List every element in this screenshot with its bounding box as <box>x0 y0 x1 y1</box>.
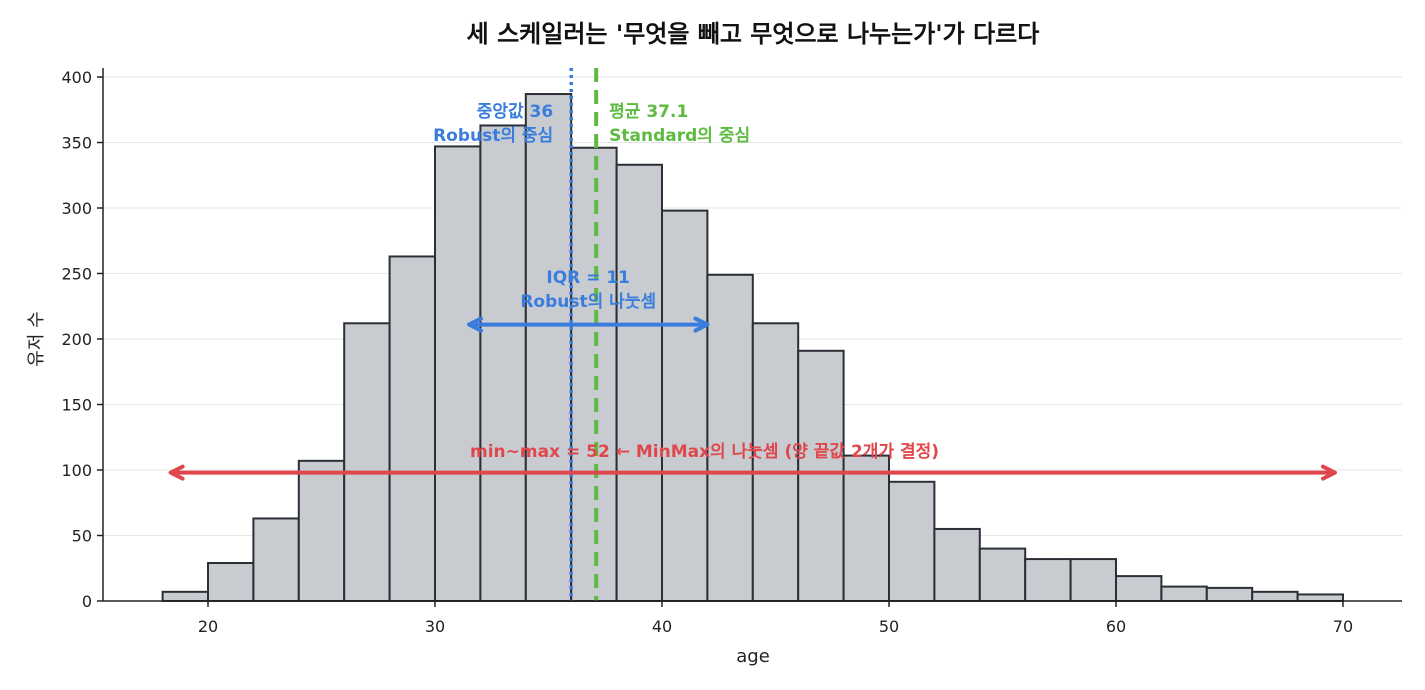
y-tick-label: 350 <box>61 134 92 153</box>
x-tick-label: 50 <box>879 617 899 636</box>
x-tick-label: 40 <box>652 617 672 636</box>
histogram-bar <box>343 322 391 602</box>
histogram-bar <box>207 562 255 603</box>
range-arrow-head-left <box>168 464 185 481</box>
range-arrow-head-right <box>1321 464 1337 481</box>
iqr-arrow-head-right <box>693 316 710 333</box>
histogram-bar <box>524 93 573 602</box>
y-tick-label: 400 <box>61 68 92 87</box>
y-tick-label: 200 <box>61 330 92 349</box>
histogram-bar <box>888 480 936 603</box>
histogram-bar <box>661 209 709 602</box>
histogram-bar <box>1160 585 1208 603</box>
histogram-bar <box>978 547 1027 602</box>
y-axis-label: 유저 수 <box>26 311 47 366</box>
histogram-bar <box>706 273 754 602</box>
histogram-bar <box>1296 593 1344 603</box>
iqr-arrow-head-left <box>467 316 484 333</box>
mean-role-label: Standard의 중심 <box>609 126 750 146</box>
median-value-label: 중앙값 36 <box>477 102 554 122</box>
chart-title: 세 스케일러는 '무엇을 빼고 무엇으로 나누는가'가 다르다 <box>467 20 1040 48</box>
histogram-bar <box>161 590 210 603</box>
histogram-bar <box>933 527 981 603</box>
axes: 0 50 100 150 200 250 300 350 400 20 30 40 50 60 70 <box>61 68 1402 636</box>
range-label: min~max = 52 ← MinMax의 나눗셈 (양 끝값 2개가 결정) <box>470 442 939 462</box>
y-tick-label: 100 <box>61 461 92 480</box>
iqr-role-label: Robust의 나눗셈 <box>520 292 656 312</box>
histogram-bar <box>797 349 845 603</box>
y-tick-label: 0 <box>82 592 92 611</box>
histogram-bar <box>842 454 890 602</box>
mean-value-label: 평균 37.1 <box>609 102 688 122</box>
y-tick-label: 150 <box>61 396 92 415</box>
histogram-bar <box>297 459 346 602</box>
histogram-bar <box>388 255 437 602</box>
annotations: 중앙값 36 Robust의 중심 평균 37.1 Standard의 중심 IQR =… <box>168 102 1337 481</box>
histogram-bar <box>1024 558 1072 603</box>
histogram-bar <box>1251 590 1299 603</box>
y-tick-label: 300 <box>61 199 92 218</box>
iqr-value-label: IQR = 11 <box>546 268 630 288</box>
median-role-label: Robust의 중심 <box>433 126 553 146</box>
histogram-bar <box>751 322 800 602</box>
x-tick-label: 70 <box>1333 617 1353 636</box>
y-tick-label: 250 <box>61 265 92 284</box>
histogram-bar <box>479 124 527 602</box>
histogram-bars <box>161 93 1344 603</box>
histogram-bar <box>1205 586 1254 603</box>
x-tick-label: 30 <box>425 617 445 636</box>
range-arrow <box>168 464 1337 481</box>
x-axis-label: age <box>736 646 770 667</box>
histogram-bar <box>570 146 618 603</box>
y-tick-label: 50 <box>72 527 92 546</box>
histogram-bar <box>1069 558 1117 603</box>
iqr-arrow <box>467 316 710 333</box>
histogram-bar <box>434 145 482 602</box>
histogram-bar <box>615 163 663 603</box>
histogram-bar <box>252 517 300 602</box>
x-tick-label: 20 <box>198 617 218 636</box>
x-tick-label: 60 <box>1106 617 1126 636</box>
histogram-bar <box>1115 575 1163 602</box>
reference-lines <box>569 68 599 601</box>
